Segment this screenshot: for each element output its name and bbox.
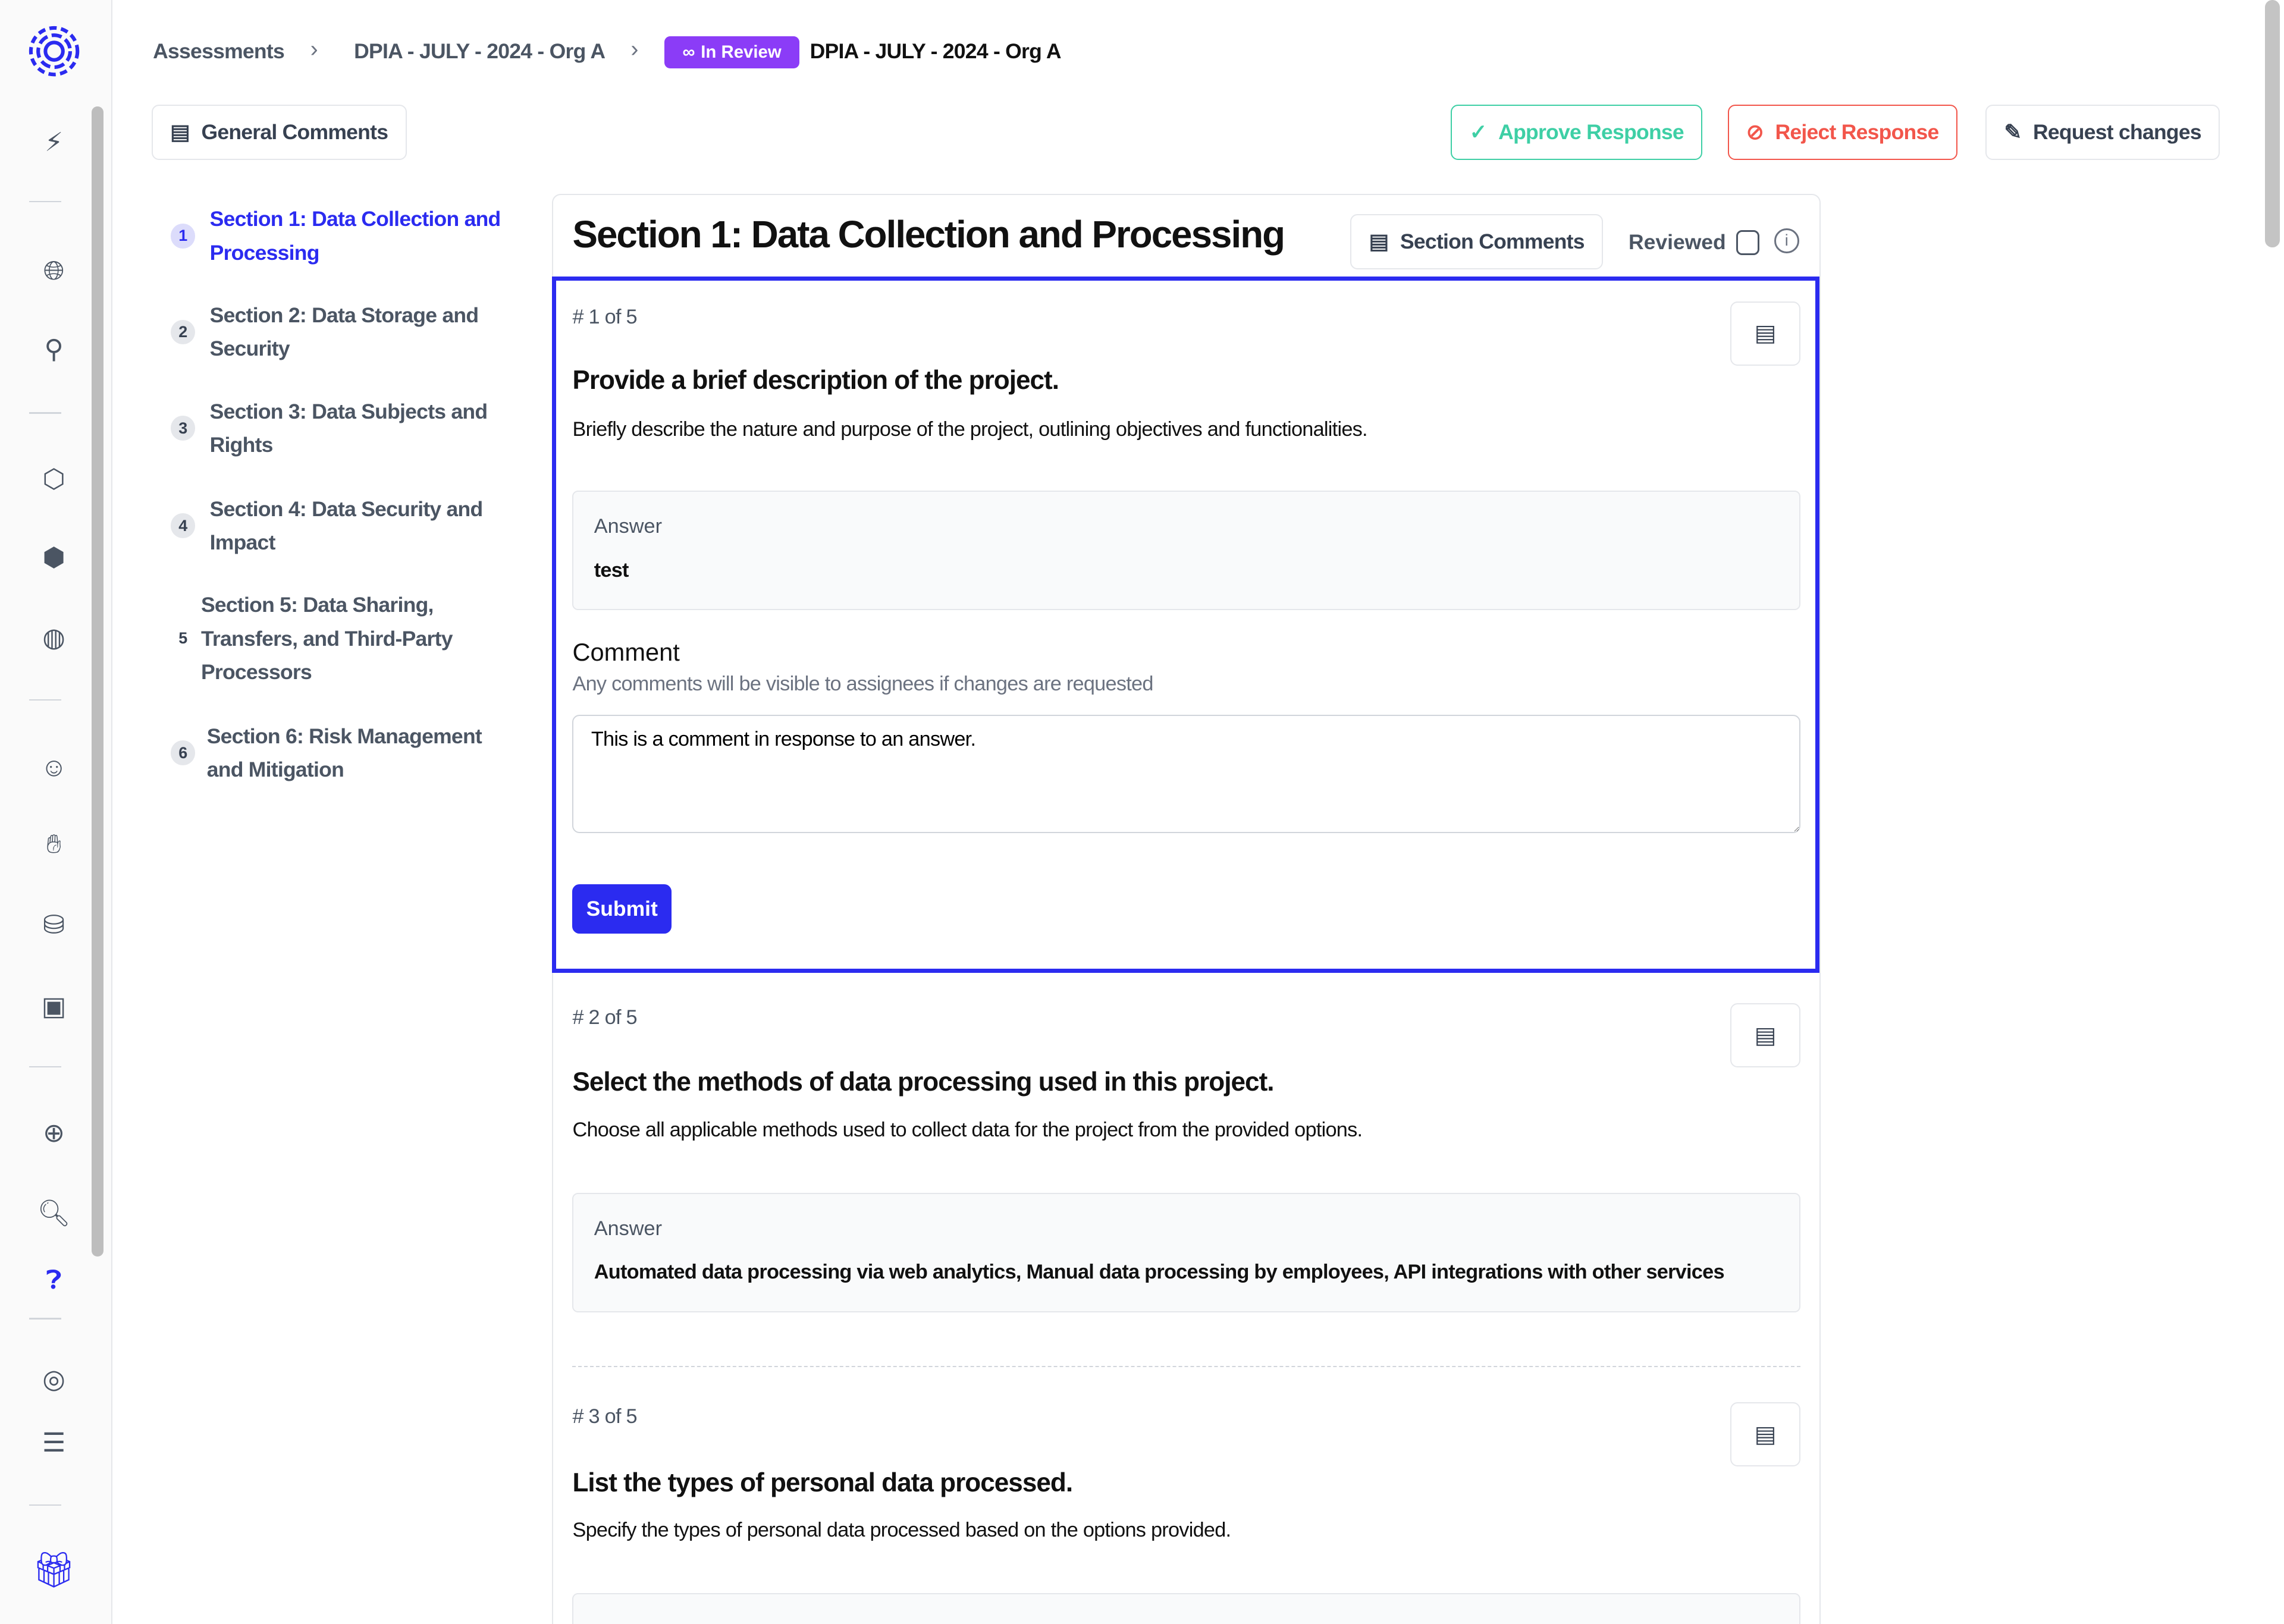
ban-icon: ⊘: [1746, 120, 1764, 145]
question-number: # 3 of 5: [572, 1405, 637, 1428]
section-nav-item-2[interactable]: 2 Section 2: Data Storage and Security: [170, 299, 506, 366]
reviewed-checkbox[interactable]: [1736, 230, 1760, 255]
section-comments-button[interactable]: ▤ Section Comments: [1350, 214, 1604, 270]
section-nav-item-5[interactable]: 5 Section 5: Data Sharing, Transfers, and…: [178, 593, 453, 684]
glasses-icon: ∞: [682, 42, 695, 62]
cube-icon[interactable]: ⬡: [42, 464, 65, 494]
breadcrumb-dpia[interactable]: DPIA - JULY - 2024 - Org A: [354, 39, 605, 64]
answer-box: [572, 1593, 1800, 1624]
hand-check-icon[interactable]: ✋︎: [46, 830, 62, 859]
breadcrumb-assessments[interactable]: Assessments: [153, 39, 285, 64]
lightning-icon[interactable]: ⚡︎: [45, 128, 64, 158]
question-comment-button[interactable]: ▤: [1730, 1402, 1800, 1467]
globe-grid-icon[interactable]: ◍: [42, 623, 65, 653]
question-title: Provide a brief description of the proje…: [572, 365, 1059, 395]
reviewed-label: Reviewed: [1628, 230, 1726, 254]
logo-icon[interactable]: [28, 25, 80, 77]
search-zoom-icon[interactable]: ⊕: [43, 1118, 65, 1148]
divider: [572, 1366, 1800, 1368]
comment-hint: Any comments will be visible to assignee…: [572, 673, 1153, 696]
graph-nodes-icon[interactable]: ⚲: [44, 335, 64, 365]
section-nav-item-3[interactable]: 3 Section 3: Data Subjects and Rights: [170, 395, 506, 462]
info-icon[interactable]: i: [1774, 228, 1799, 254]
document-question-icon[interactable]: ❓︎: [46, 1265, 62, 1295]
section-nav-item-1[interactable]: 1 Section 1: Data Collection and Processi…: [170, 202, 506, 269]
general-comments-button[interactable]: ▤ General Comments: [151, 105, 407, 161]
status-badge: ∞ In Review: [664, 36, 800, 69]
section-nav-item-6[interactable]: 6 Section 6: Risk Management and Mitigati…: [170, 720, 506, 787]
document-search-icon[interactable]: 🔍︎: [37, 1199, 71, 1228]
gift-icon[interactable]: 🎁︎: [32, 1550, 76, 1590]
database-check-icon[interactable]: ⛁: [43, 910, 65, 940]
contact-card-icon[interactable]: ▣: [41, 991, 67, 1021]
answer-box: Answer Automated data processing via web …: [572, 1192, 1800, 1312]
question-title: Select the methods of data processing us…: [572, 1067, 1274, 1097]
comment-icon: ▤: [1754, 1421, 1777, 1447]
chevron-right-icon: ›: [310, 36, 318, 62]
question-comment-button[interactable]: ▤: [1730, 1003, 1800, 1068]
question-number: # 2 of 5: [572, 1006, 637, 1029]
question-description: Briefly describe the nature and purpose …: [572, 417, 1367, 441]
question-number: # 1 of 5: [572, 306, 637, 329]
breadcrumb-current: DPIA - JULY - 2024 - Org A: [810, 39, 1062, 64]
page-scrollbar[interactable]: [2265, 0, 2280, 248]
chevron-right-icon: ›: [630, 36, 639, 62]
rail-scrollbar[interactable]: [92, 106, 103, 1257]
comment-icon: ▤: [1369, 230, 1389, 254]
comment-icon: ▤: [1754, 1022, 1777, 1048]
badge-check-icon: ✓: [1469, 120, 1488, 145]
edit-icon: ✎: [2004, 120, 2022, 145]
globe-icon[interactable]: 🌐︎: [43, 256, 65, 285]
comment-textarea[interactable]: This is a comment in response to an answ…: [572, 715, 1800, 833]
cubes-icon[interactable]: ⬢: [42, 543, 65, 573]
users-hand-icon[interactable]: ☺: [40, 752, 68, 782]
compass-icon[interactable]: ◎: [42, 1364, 65, 1394]
question-title: List the types of personal data processe…: [572, 1468, 1073, 1497]
question-description: Specify the types of personal data proce…: [572, 1519, 1231, 1542]
request-changes-button[interactable]: ✎ Request changes: [1985, 105, 2220, 161]
comment-label: Comment: [572, 637, 680, 666]
comment-icon: ▤: [170, 120, 190, 145]
section-title: Section 1: Data Collection and Processin…: [572, 213, 1285, 256]
question-comment-button[interactable]: ▤: [1730, 301, 1800, 366]
question-description: Choose all applicable methods used to co…: [572, 1118, 1363, 1141]
approve-response-button[interactable]: ✓ Approve Response: [1451, 105, 1703, 161]
answer-box: Answer test: [572, 491, 1800, 611]
question-card-active: [552, 277, 1819, 973]
section-nav-item-4[interactable]: 4 Section 4: Data Security and Impact: [170, 492, 506, 560]
reject-response-button[interactable]: ⊘ Reject Response: [1727, 105, 1957, 161]
comment-icon: ▤: [1754, 321, 1777, 347]
list-sparkle-icon[interactable]: ☰: [42, 1428, 66, 1458]
submit-button[interactable]: Submit: [572, 884, 672, 934]
